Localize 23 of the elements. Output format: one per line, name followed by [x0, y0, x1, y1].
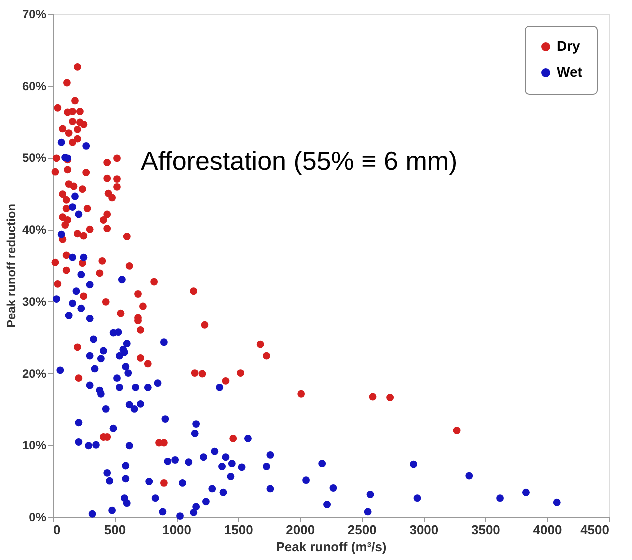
x-tick-label: 3500 — [471, 522, 500, 538]
annotation: Afforestation (55% ≡ 6 mm) — [141, 146, 458, 176]
x-tick-label: 500 — [104, 522, 126, 538]
x-tick-label: 1000 — [162, 522, 192, 538]
y-tick-label: 70% — [22, 8, 47, 22]
y-tick-label: 40% — [22, 223, 47, 238]
y-tick-label: 60% — [22, 79, 47, 94]
y-tick-label: 20% — [22, 366, 47, 381]
x-tick-label: 3000 — [410, 522, 439, 538]
legend-label: Wet — [557, 64, 583, 80]
x-tick-label: 0 — [54, 522, 61, 538]
y-tick-label: 50% — [22, 151, 47, 166]
legend-label: Dry — [557, 38, 581, 54]
x-axis-title: Peak runoff (m³/s) — [276, 540, 387, 554]
y-tick-label: 10% — [22, 438, 47, 453]
y-tick-label: 30% — [22, 294, 47, 309]
x-tick-label: 2500 — [348, 522, 377, 538]
x-tick-label: 1500 — [224, 522, 254, 538]
y-tick-label: 0% — [29, 510, 47, 524]
x-tick-label: 4000 — [533, 522, 562, 538]
y-axis-title: Peak runoff reduction — [4, 204, 18, 328]
x-tick-label: 2000 — [286, 522, 316, 538]
x-tick-label: 4500 — [580, 522, 610, 538]
